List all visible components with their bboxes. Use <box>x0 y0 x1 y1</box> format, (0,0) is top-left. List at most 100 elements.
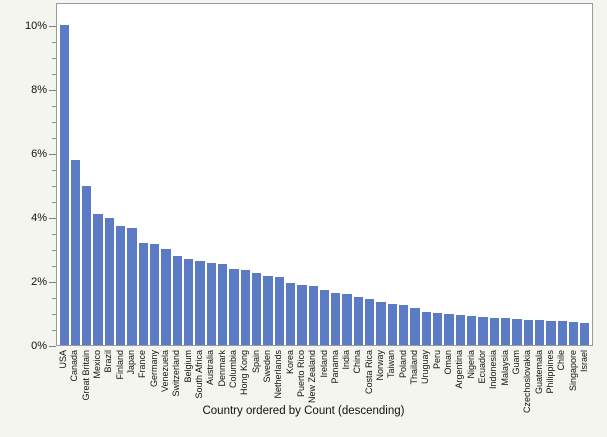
x-tick-label-czechoslovakia: Czechoslovakia <box>522 350 533 414</box>
y-tick-label: 2% <box>31 275 47 288</box>
bar-korea[interactable] <box>285 282 296 345</box>
bar-hong-kong[interactable] <box>240 270 250 345</box>
bar-taiwan[interactable] <box>387 304 398 345</box>
bar-china[interactable] <box>353 297 364 345</box>
bar-poland[interactable] <box>399 305 409 345</box>
y-minor-tick <box>52 185 56 187</box>
bar-uruguay[interactable] <box>421 311 432 345</box>
bar-ecuador[interactable] <box>478 317 488 345</box>
x-tick-label-hong-kong: Hong Kong <box>239 350 250 396</box>
bar-great-britain[interactable] <box>82 186 92 345</box>
y-minor-tick <box>52 313 56 315</box>
plot-area <box>56 3 593 346</box>
bar-usa[interactable] <box>59 25 69 345</box>
x-tick-label-singapore: Singapore <box>567 350 578 392</box>
x-tick-label-new-zealand: New Zealand <box>307 350 318 404</box>
bar-thailand[interactable] <box>410 307 420 345</box>
y-minor-tick <box>52 41 56 43</box>
bar-columbia[interactable] <box>229 268 239 345</box>
bar-malaysia[interactable] <box>500 318 511 345</box>
bar-argentina[interactable] <box>455 315 465 345</box>
y-tick-label: 4% <box>31 211 47 224</box>
y-minor-tick <box>52 121 56 123</box>
x-tick-label-chile: Chile <box>556 350 567 371</box>
bar-canada[interactable] <box>70 160 81 345</box>
bar-israel[interactable] <box>580 322 590 345</box>
bar-switzerland[interactable] <box>172 256 182 345</box>
bar-venezuela[interactable] <box>161 248 171 345</box>
x-tick-label-israel: Israel <box>578 350 589 373</box>
x-tick-label-netherlands: Netherlands <box>273 350 284 399</box>
bar-singapore[interactable] <box>568 321 579 345</box>
x-tick-label-peru: Peru <box>431 350 442 370</box>
bar-germany[interactable] <box>150 243 160 345</box>
bar-netherlands[interactable] <box>274 277 284 345</box>
x-tick-label-finland: Finland <box>114 350 125 380</box>
bar-chile[interactable] <box>557 321 567 345</box>
bar-indonesia[interactable] <box>489 317 499 345</box>
y-minor-tick <box>52 169 56 171</box>
bar-puerto-rico[interactable] <box>297 284 307 345</box>
bar-philippines[interactable] <box>546 320 556 345</box>
y-tick-label: 0% <box>31 339 47 352</box>
x-tick-label-uruguay: Uruguay <box>420 350 431 385</box>
x-tick-label-germany: Germany <box>148 350 159 388</box>
bar-panama[interactable] <box>331 292 341 345</box>
y-major-tick <box>49 25 56 27</box>
x-tick-label-great-britain: Great Britain <box>80 350 91 401</box>
y-major-tick <box>49 281 56 283</box>
bar-japan[interactable] <box>127 227 137 345</box>
x-tick-label-denmark: Denmark <box>216 350 227 387</box>
x-tick-label-china: China <box>352 350 363 374</box>
y-minor-tick <box>52 73 56 75</box>
y-minor-tick <box>52 297 56 299</box>
x-tick-label-argentina: Argentina <box>454 350 465 389</box>
bar-south-africa[interactable] <box>195 261 205 345</box>
bar-brazil[interactable] <box>104 218 115 345</box>
y-minor-tick <box>52 249 56 251</box>
x-tick-label-costa-rica: Costa Rica <box>363 350 374 395</box>
bar-belgium[interactable] <box>184 258 194 345</box>
bar-nigeria[interactable] <box>466 315 477 345</box>
y-minor-tick <box>52 57 56 59</box>
x-tick-label-korea: Korea <box>284 350 295 375</box>
bar-finland[interactable] <box>116 225 126 345</box>
bar-ireland[interactable] <box>319 290 330 345</box>
x-tick-label-guatemala: Guatemala <box>533 350 544 395</box>
y-major-tick <box>49 345 56 347</box>
x-tick-label-ireland: Ireland <box>318 350 329 378</box>
bar-oman[interactable] <box>444 314 454 345</box>
bar-sweden[interactable] <box>263 275 273 345</box>
x-tick-label-spain: Spain <box>250 350 261 374</box>
y-minor-tick <box>52 105 56 107</box>
bar-guatemala[interactable] <box>534 320 545 345</box>
x-tick-label-malaysia: Malaysia <box>499 350 510 386</box>
x-tick-label-panama: Panama <box>329 350 340 384</box>
y-major-tick <box>49 217 56 219</box>
bar-costa-rica[interactable] <box>365 298 375 345</box>
bar-norway[interactable] <box>376 302 386 345</box>
y-minor-tick <box>52 329 56 331</box>
bar-india[interactable] <box>342 294 352 345</box>
bar-guam[interactable] <box>512 319 522 345</box>
y-tick-label: 6% <box>31 147 47 160</box>
bar-peru[interactable] <box>433 312 443 345</box>
bar-mexico[interactable] <box>93 214 103 345</box>
y-major-tick <box>49 153 56 155</box>
bar-france[interactable] <box>138 242 149 345</box>
bar-australia[interactable] <box>206 263 216 345</box>
x-tick-label-canada: Canada <box>69 350 80 382</box>
x-tick-label-poland: Poland <box>397 350 408 379</box>
bar-denmark[interactable] <box>217 264 228 345</box>
y-minor-tick <box>52 137 56 139</box>
x-tick-label-switzerland: Switzerland <box>171 350 182 397</box>
y-minor-tick <box>52 265 56 267</box>
x-tick-label-belgium: Belgium <box>182 350 193 383</box>
y-minor-tick <box>52 233 56 235</box>
x-tick-label-brazil: Brazil <box>103 350 114 373</box>
bar-czechoslovakia[interactable] <box>523 320 533 345</box>
y-tick-label: 8% <box>31 83 47 96</box>
bar-new-zealand[interactable] <box>308 285 318 345</box>
bar-spain[interactable] <box>251 273 262 345</box>
